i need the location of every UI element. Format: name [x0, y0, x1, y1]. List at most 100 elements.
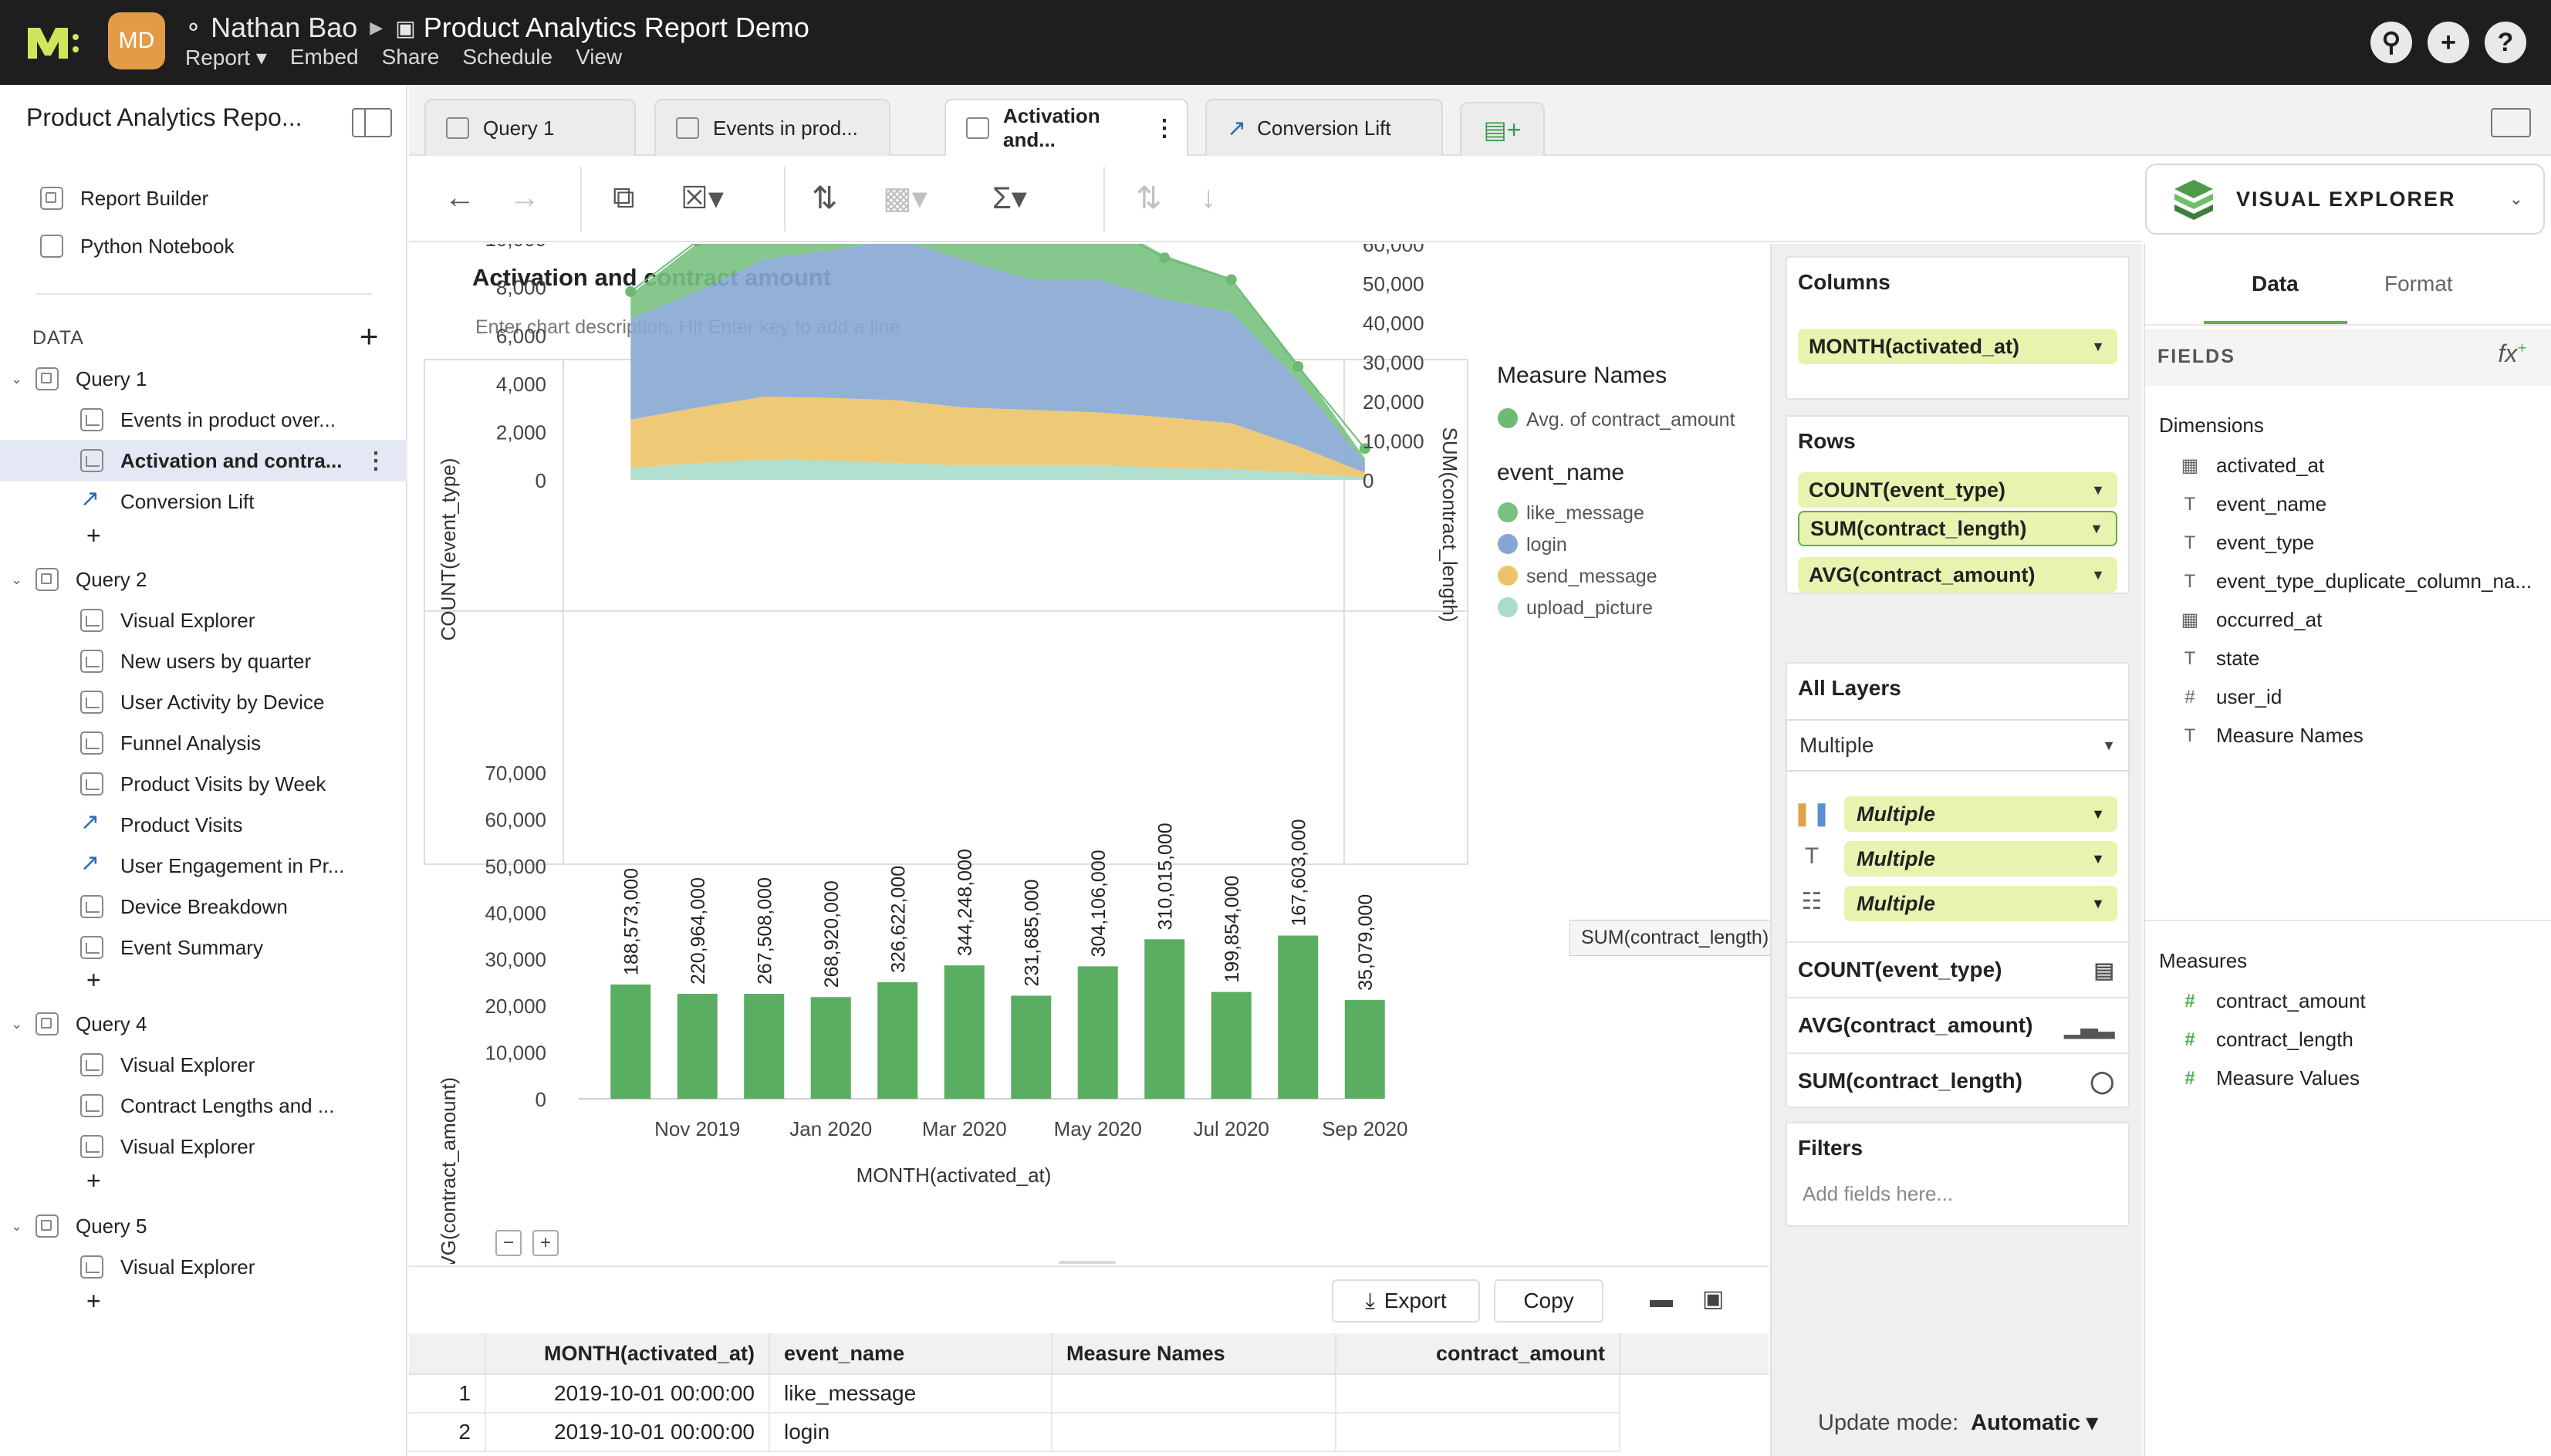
- columns-pill[interactable]: MONTH(activated_at) ▼: [1798, 329, 2117, 364]
- chevron-down-icon[interactable]: ⌄: [11, 1218, 23, 1234]
- layer-avg-contract-amount[interactable]: AVG(contract_amount) ▁▃▂: [1787, 997, 2131, 1052]
- menu-view[interactable]: View: [576, 45, 623, 69]
- sidebar-chart-item[interactable]: Event Summary: [0, 927, 407, 968]
- search-icon[interactable]: ⚲: [2370, 22, 2412, 63]
- table-header[interactable]: MONTH(activated_at): [486, 1333, 770, 1375]
- columns-shelf[interactable]: Columns MONTH(activated_at) ▼: [1786, 256, 2130, 400]
- group-bars-icon[interactable]: ▩▾: [883, 181, 927, 215]
- help-icon[interactable]: ?: [2485, 22, 2526, 63]
- rows-pill[interactable]: COUNT(event_type) ▼: [1798, 472, 2117, 508]
- zoom-out-button[interactable]: −: [495, 1230, 522, 1256]
- field-item[interactable]: # Measure Values: [2179, 1066, 2360, 1090]
- tab-events[interactable]: Events in prod...: [654, 99, 890, 156]
- sidebar-chart-item[interactable]: Visual Explorer: [0, 1246, 407, 1288]
- field-item[interactable]: # user_id: [2179, 685, 2282, 709]
- field-item[interactable]: ▦ activated_at: [2179, 454, 2325, 478]
- tab-menu-icon[interactable]: ⋮: [1153, 115, 1176, 141]
- chevron-down-icon[interactable]: ⌄: [11, 571, 23, 587]
- table-cell[interactable]: [1052, 1375, 1336, 1414]
- tab-activation[interactable]: Activation and... ⋮: [944, 99, 1188, 156]
- redo-icon[interactable]: →: [509, 181, 540, 215]
- sidebar-query-4[interactable]: ⌄ Query 5: [0, 1205, 407, 1247]
- layer-sum-contract-length[interactable]: SUM(contract_length) ◯: [1787, 1052, 2131, 1108]
- clear-chart-icon[interactable]: ☒▾: [681, 181, 724, 215]
- field-item[interactable]: # contract_amount: [2179, 989, 2365, 1013]
- table-cell[interactable]: [1052, 1414, 1336, 1452]
- table-cell[interactable]: 2019-10-01 00:00:00: [486, 1414, 770, 1452]
- chevron-down-icon[interactable]: ▼: [2091, 481, 2105, 498]
- zoom-in-button[interactable]: +: [532, 1230, 559, 1256]
- chevron-down-icon[interactable]: ⌄: [11, 1015, 23, 1032]
- add-chart-button[interactable]: +: [86, 966, 101, 994]
- export-button[interactable]: ⤓ Export: [1332, 1279, 1480, 1323]
- aggregate-sigma-icon[interactable]: Σ▾: [992, 181, 1027, 215]
- menu-report[interactable]: Report ▾: [185, 46, 267, 69]
- sidebar-item-python-notebook[interactable]: Python Notebook: [0, 225, 407, 267]
- sort-ascending-icon[interactable]: ⇅: [1136, 181, 1162, 215]
- menu-schedule[interactable]: Schedule: [462, 45, 553, 69]
- duplicate-chart-icon[interactable]: ⧉: [613, 181, 635, 215]
- chevron-down-icon[interactable]: ▼: [2091, 566, 2105, 583]
- minimize-table-icon[interactable]: ▬: [1650, 1287, 1673, 1312]
- tab-query-1[interactable]: Query 1: [424, 99, 636, 156]
- sidebar-chart-item[interactable]: Funnel Analysis: [0, 722, 407, 764]
- table-cell[interactable]: [1336, 1414, 1620, 1452]
- report-title[interactable]: Product Analytics Report Demo: [423, 12, 809, 43]
- add-chart-tab-button[interactable]: ▤+: [1460, 102, 1545, 156]
- table-header[interactable]: contract_amount: [1336, 1333, 1620, 1375]
- table-cell[interactable]: login: [770, 1414, 1052, 1452]
- chevron-down-icon[interactable]: ▼: [2091, 850, 2105, 867]
- collapse-right-panel-icon[interactable]: [2491, 108, 2531, 137]
- field-item[interactable]: ▦ occurred_at: [2179, 608, 2323, 632]
- breadcrumb-user[interactable]: Nathan Bao: [211, 12, 358, 43]
- sidebar-chart-item[interactable]: Product Visits by Week: [0, 763, 407, 805]
- menu-share[interactable]: Share: [381, 45, 440, 69]
- sort-descending-icon[interactable]: ↓: [1201, 181, 1216, 215]
- sidebar-query-3[interactable]: ⌄ Query 4: [0, 1003, 407, 1045]
- mark-type-select[interactable]: Multiple ▼: [1786, 719, 2130, 772]
- sidebar-chart-item[interactable]: User Engagement in Pr...: [0, 845, 407, 887]
- tab-format[interactable]: Format: [2384, 272, 2453, 296]
- add-query-button[interactable]: +: [360, 318, 379, 354]
- item-menu-icon[interactable]: ⋮: [364, 448, 387, 474]
- plus-icon[interactable]: +: [2428, 22, 2469, 63]
- sidebar-chart-item[interactable]: Activation and contra... ⋮: [0, 440, 407, 481]
- maximize-table-icon[interactable]: ▣: [1702, 1286, 1725, 1312]
- field-item[interactable]: # contract_length: [2179, 1028, 2353, 1052]
- table-cell[interactable]: [1336, 1375, 1620, 1414]
- chevron-down-icon[interactable]: ⌄: [11, 370, 23, 387]
- rows-pill[interactable]: AVG(contract_amount) ▼: [1798, 557, 2117, 593]
- detail-pill[interactable]: Multiple ▼: [1844, 886, 2117, 921]
- chart-canvas[interactable]: 14,00012,00010,0008,0006,0004,0002,00008…: [409, 244, 1769, 1264]
- sidebar-chart-item[interactable]: User Activity by Device: [0, 681, 407, 723]
- field-item[interactable]: T Measure Names: [2179, 724, 2363, 748]
- chevron-down-icon[interactable]: ▼: [2091, 806, 2105, 822]
- sidebar-chart-item[interactable]: New users by quarter: [0, 640, 407, 682]
- filters-shelf[interactable]: Filters Add fields here...: [1786, 1122, 2130, 1227]
- sidebar-chart-item[interactable]: Contract Lengths and ...: [0, 1085, 407, 1127]
- layer-count-event-type[interactable]: COUNT(event_type) ▤: [1787, 941, 2131, 997]
- color-pill[interactable]: Multiple ▼: [1844, 796, 2117, 832]
- sidebar-chart-item[interactable]: Device Breakdown: [0, 886, 407, 927]
- undo-icon[interactable]: ←: [444, 181, 475, 215]
- label-pill[interactable]: Multiple ▼: [1844, 841, 2117, 877]
- table-cell[interactable]: like_message: [770, 1375, 1052, 1414]
- visual-explorer-select[interactable]: VISUAL EXPLORER ⌄: [2145, 164, 2545, 235]
- sidebar-chart-item[interactable]: Visual Explorer: [0, 1126, 407, 1167]
- sidebar-chart-item[interactable]: Visual Explorer: [0, 600, 407, 641]
- add-calculated-field-icon[interactable]: fx+: [2498, 340, 2526, 367]
- sidebar-chart-item[interactable]: Product Visits: [0, 804, 407, 846]
- tab-data[interactable]: Data: [2252, 272, 2299, 296]
- table-header[interactable]: event_name: [770, 1333, 1052, 1375]
- sidebar-chart-item[interactable]: Conversion Lift: [0, 481, 407, 522]
- avatar[interactable]: MD: [108, 12, 165, 69]
- chevron-down-icon[interactable]: ▼: [2090, 520, 2103, 536]
- add-chart-button[interactable]: +: [86, 522, 101, 549]
- add-chart-button[interactable]: +: [86, 1167, 101, 1194]
- swap-axes-icon[interactable]: ⇅: [812, 181, 838, 215]
- table-cell[interactable]: 2019-10-01 00:00:00: [486, 1375, 770, 1414]
